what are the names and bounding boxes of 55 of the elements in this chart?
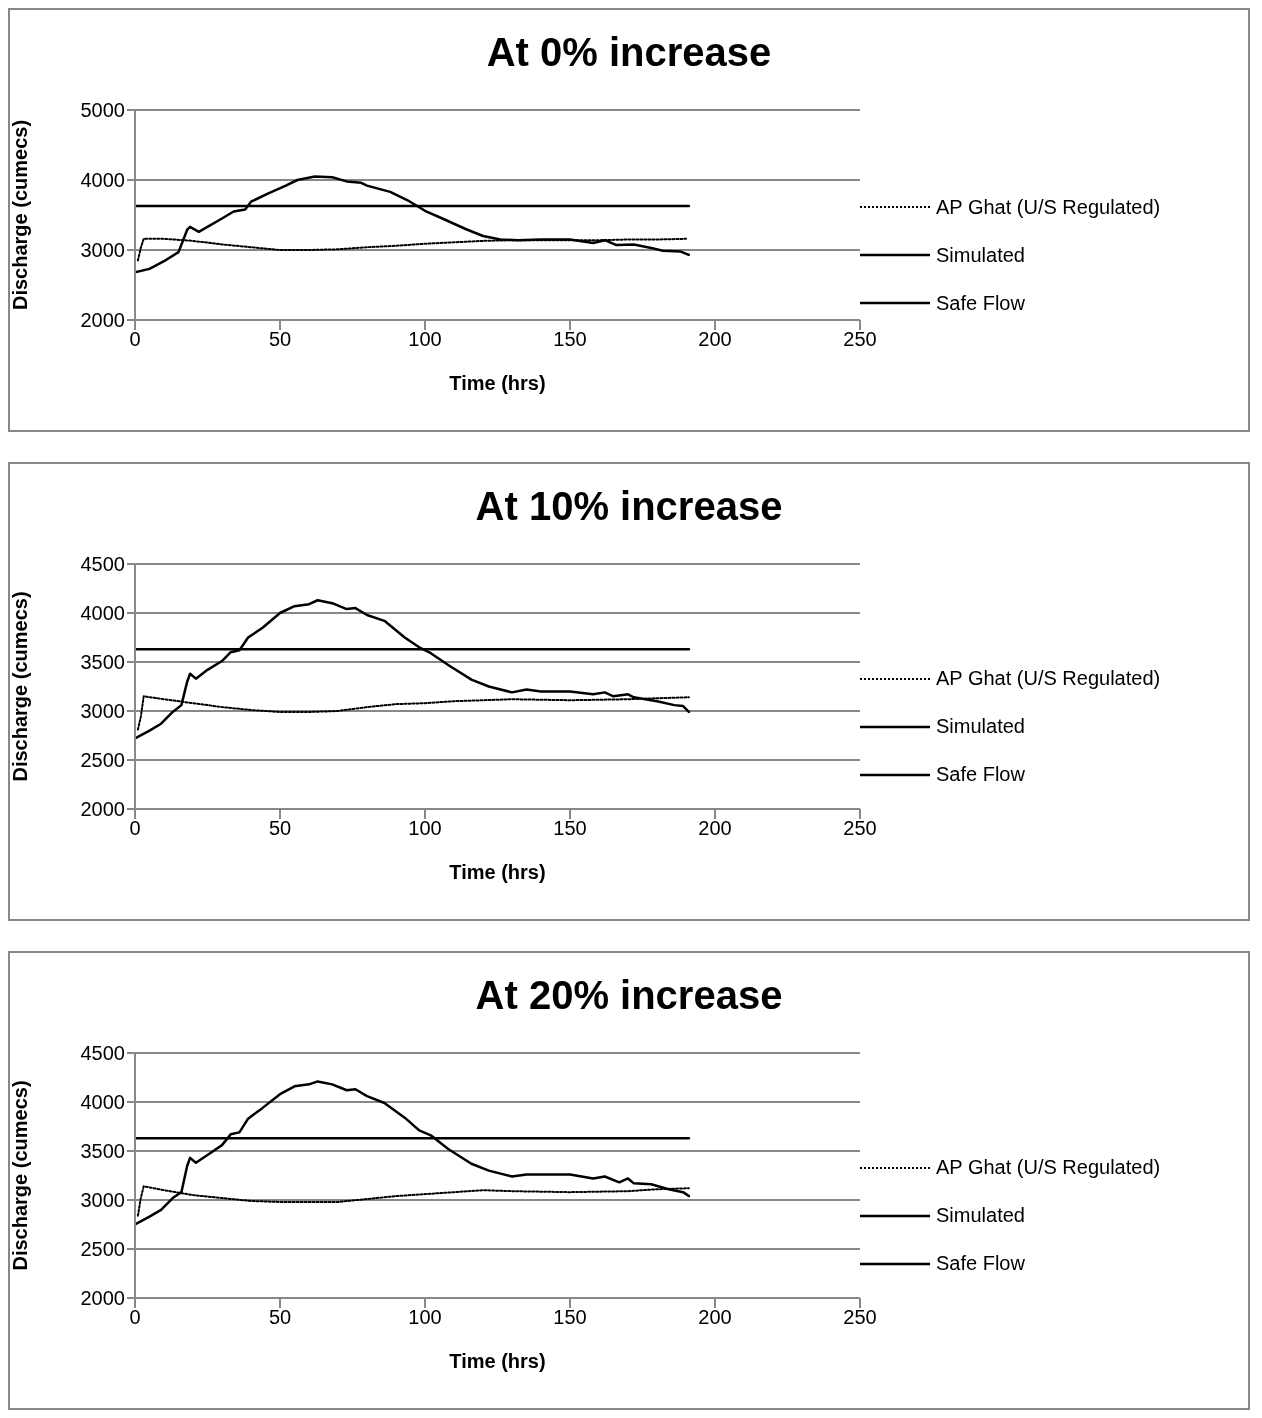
x-tick-label: 0 xyxy=(129,328,141,351)
x-tick-label: 150 xyxy=(553,1306,587,1329)
y-tick-label: 4500 xyxy=(80,553,125,576)
x-tick-label: 0 xyxy=(129,1306,141,1329)
y-tick-label: 3500 xyxy=(80,1140,125,1163)
y-tick-label: 2000 xyxy=(80,1287,125,1310)
x-tick-label: 100 xyxy=(408,1306,442,1329)
x-axis-title: Time (hrs) xyxy=(449,372,546,394)
legend-label: Simulated xyxy=(936,243,1025,267)
line-series xyxy=(135,599,691,740)
x-tick-label: 150 xyxy=(553,328,587,351)
y-axis-title: Discharge (cumecs) xyxy=(9,591,32,782)
legend-label: Safe Flow xyxy=(936,291,1025,315)
legend-label: Simulated xyxy=(936,1204,1025,1227)
y-tick-label: 2000 xyxy=(80,798,125,821)
legend-label: Safe Flow xyxy=(936,1252,1025,1275)
legend-label: Simulated xyxy=(936,715,1025,738)
y-axis-title: Discharge (cumecs) xyxy=(9,1080,32,1271)
y-tick-label: 4000 xyxy=(80,602,125,625)
x-tick-label: 200 xyxy=(698,817,732,840)
y-tick-label: 3000 xyxy=(80,700,125,723)
x-tick-label: 200 xyxy=(698,1306,732,1329)
y-tick-label: 2500 xyxy=(80,749,125,772)
chart-title: At 20% increase xyxy=(474,973,784,1019)
line-series xyxy=(135,175,691,274)
legend-label: Safe Flow xyxy=(936,763,1025,786)
chart-title: At 0% increase xyxy=(485,30,773,76)
x-tick-label: 250 xyxy=(843,817,877,840)
y-tick-label: 3500 xyxy=(80,651,125,674)
x-tick-label: 50 xyxy=(268,1306,292,1329)
y-tick-label: 5000 xyxy=(80,99,125,122)
y-tick-label: 4000 xyxy=(80,169,125,192)
x-axis-title: Time (hrs) xyxy=(449,1350,546,1372)
x-axis-title: Time (hrs) xyxy=(449,861,546,883)
x-tick-label: 250 xyxy=(843,328,877,351)
x-tick-label: 50 xyxy=(268,817,292,840)
x-tick-label: 250 xyxy=(843,1306,877,1329)
legend-label: AP Ghat (U/S Regulated) xyxy=(936,1156,1161,1179)
line-series xyxy=(135,1080,691,1226)
y-tick-label: 2000 xyxy=(80,309,125,332)
x-tick-label: 100 xyxy=(408,328,442,351)
y-axis-title: Discharge (cumecs) xyxy=(9,119,32,311)
x-tick-label: 100 xyxy=(408,817,442,840)
y-tick-label: 4500 xyxy=(80,1042,125,1065)
x-tick-label: 0 xyxy=(129,817,141,840)
y-tick-label: 4000 xyxy=(80,1091,125,1114)
legend-label: AP Ghat (U/S Regulated) xyxy=(936,667,1161,690)
chart-title: At 10% increase xyxy=(474,484,784,530)
x-tick-label: 150 xyxy=(553,817,587,840)
x-tick-label: 50 xyxy=(268,328,292,351)
y-tick-label: 3000 xyxy=(80,1189,125,1212)
y-tick-label: 3000 xyxy=(80,239,125,262)
x-tick-label: 200 xyxy=(698,328,732,351)
y-tick-label: 2500 xyxy=(80,1238,125,1261)
legend-label: AP Ghat (U/S Regulated) xyxy=(936,195,1161,219)
